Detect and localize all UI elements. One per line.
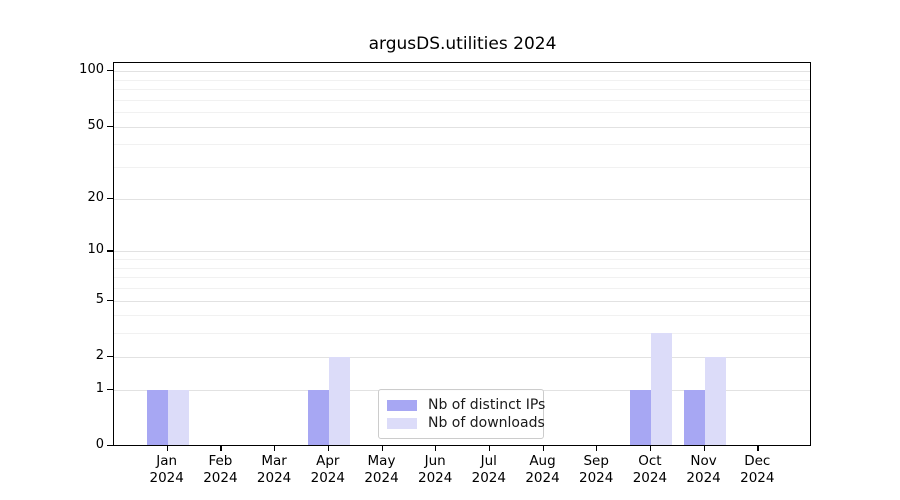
- gridline-4: [114, 315, 810, 317]
- gridline-60: [114, 112, 810, 114]
- chart-title: argusDS.utilities 2024: [368, 34, 557, 54]
- legend-label: Nb of downloads: [428, 415, 545, 431]
- gridline-9: [114, 259, 810, 260]
- x-tick-mark-mar: [274, 446, 276, 451]
- x-tick-label-may: May 2024: [364, 453, 399, 486]
- x-tick-mark-nov: [703, 446, 705, 451]
- gridline-20: [114, 198, 810, 200]
- x-tick-mark-jun: [435, 446, 437, 451]
- legend: Nb of distinct IPs Nb of downloads: [378, 389, 545, 439]
- gridline-7: [114, 277, 810, 279]
- y-tick-label-2: 2: [95, 347, 104, 363]
- gridline-10: [114, 251, 810, 253]
- x-tick-label-sep: Sep 2024: [579, 453, 614, 486]
- y-tick-mark-5: [107, 299, 113, 301]
- gridline-30: [114, 167, 810, 169]
- x-tick-mark-jul: [488, 446, 491, 451]
- legend-label: Nb of distinct IPs: [428, 397, 546, 413]
- x-tick-label-mar: Mar 2024: [256, 453, 292, 486]
- bar-apr-downloads: [328, 356, 350, 445]
- x-tick-mark-jan: [166, 446, 168, 451]
- y-tick-label-10: 10: [87, 242, 104, 258]
- gridline-80: [114, 89, 810, 91]
- gridline-70: [114, 99, 810, 101]
- y-tick-mark-100: [107, 70, 113, 72]
- y-tick-label-20: 20: [87, 189, 104, 205]
- legend-swatch-icon: [387, 417, 417, 429]
- x-tick-mark-dec: [757, 446, 759, 451]
- x-tick-mark-aug: [542, 446, 544, 451]
- gridline-2: [114, 356, 810, 358]
- gridline-8: [114, 267, 810, 269]
- y-tick-label-1: 1: [95, 380, 104, 396]
- bar-jan-ips: [146, 389, 168, 445]
- y-tick-label-5: 5: [95, 291, 104, 307]
- y-tick-mark-0: [107, 445, 113, 447]
- y-tick-label-0: 0: [95, 437, 104, 452]
- x-tick-mark-may: [381, 446, 383, 451]
- x-tick-mark-sep: [596, 446, 598, 451]
- gridline-40: [114, 144, 810, 146]
- y-tick-label-100: 100: [79, 62, 104, 78]
- y-tick-mark-20: [107, 197, 113, 199]
- legend-item-distinct-ips: Nb of distinct IPs: [387, 396, 545, 414]
- y-tick-mark-1: [107, 388, 113, 390]
- y-tick-mark-10: [107, 250, 113, 252]
- x-tick-label-feb: Feb 2024: [203, 453, 238, 486]
- gridline-5: [114, 300, 810, 302]
- legend-swatch-icon: [387, 399, 417, 411]
- gridline-50: [114, 126, 810, 128]
- gridline-100: [114, 71, 810, 73]
- gridline-6: [114, 288, 810, 289]
- x-tick-label-aug: Aug 2024: [525, 453, 560, 486]
- x-tick-label-jun: Jun 2024: [418, 453, 453, 486]
- bar-nov-ips: [683, 389, 705, 445]
- gridline-90: [114, 79, 810, 81]
- bar-jan-downloads: [167, 389, 189, 445]
- x-tick-label-apr: Apr 2024: [310, 453, 345, 486]
- x-tick-label-jan: Jan 2024: [149, 453, 184, 486]
- bar-oct-ips: [629, 389, 651, 445]
- x-tick-label-nov: Nov 2024: [686, 453, 721, 486]
- legend-item-downloads: Nb of downloads: [387, 414, 545, 432]
- gridline-3: [114, 333, 810, 335]
- x-tick-label-oct: Oct 2024: [632, 453, 668, 486]
- x-tick-mark-feb: [220, 446, 222, 451]
- bar-oct-downloads: [650, 333, 672, 445]
- y-tick-label-50: 50: [87, 117, 104, 133]
- x-tick-mark-oct: [649, 446, 652, 451]
- x-tick-label-jul: Jul 2024: [471, 453, 506, 486]
- x-tick-mark-apr: [327, 446, 330, 451]
- y-tick-mark-2: [107, 355, 113, 358]
- bar-nov-downloads: [704, 356, 726, 445]
- bar-apr-ips: [307, 389, 329, 445]
- plot-area: [113, 62, 811, 446]
- y-tick-mark-50: [107, 125, 113, 127]
- x-tick-label-dec: Dec 2024: [740, 453, 775, 486]
